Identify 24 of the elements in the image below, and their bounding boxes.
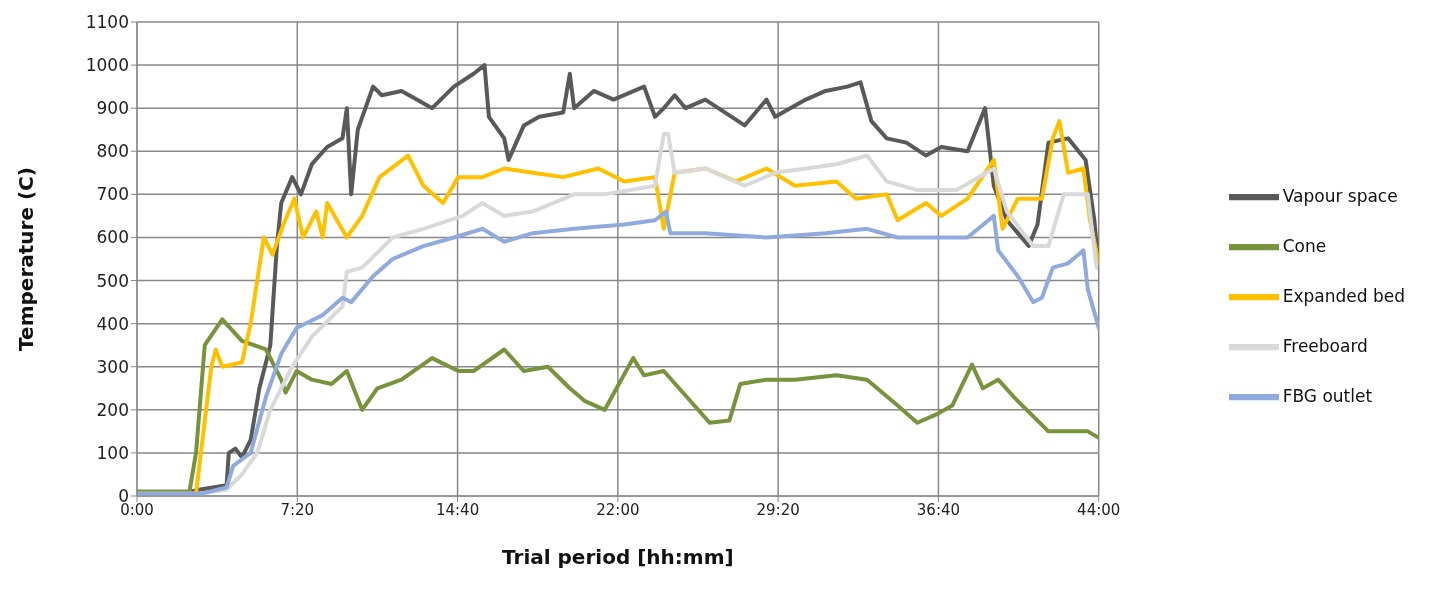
y-tick-label: 200 [96,399,129,420]
y-tick-label: 600 [96,227,129,248]
y-tick-label: 900 [96,98,129,119]
x-tick-label: 36:40 [916,500,961,519]
x-tick-label: 22:00 [596,500,640,519]
y-tick-label: 400 [96,313,129,334]
y-tick-label: 700 [96,184,129,205]
y-tick-label: 500 [96,270,129,291]
y-tick-label: 300 [96,356,129,377]
legend-label: FBG outlet [1282,386,1373,406]
y-axis-title: Temperature (C) [14,167,39,351]
x-tick-label: 29:20 [756,500,800,519]
y-tick-label: 800 [96,141,129,162]
x-axis-title: Trial period [hh:mm] [502,545,734,569]
x-tick-label: 44:00 [1077,500,1121,519]
y-tick-label: 1100 [85,12,129,33]
x-tick-label: 14:40 [435,500,480,519]
x-tick-label: 7:20 [280,500,315,519]
legend-label: Expanded bed [1282,286,1405,306]
y-tick-label: 100 [96,442,129,463]
legend-label: Vapour space [1282,186,1398,206]
legend-label: Cone [1282,236,1327,256]
y-tick-label: 1000 [85,55,129,76]
legend-label: Freeboard [1282,336,1368,356]
